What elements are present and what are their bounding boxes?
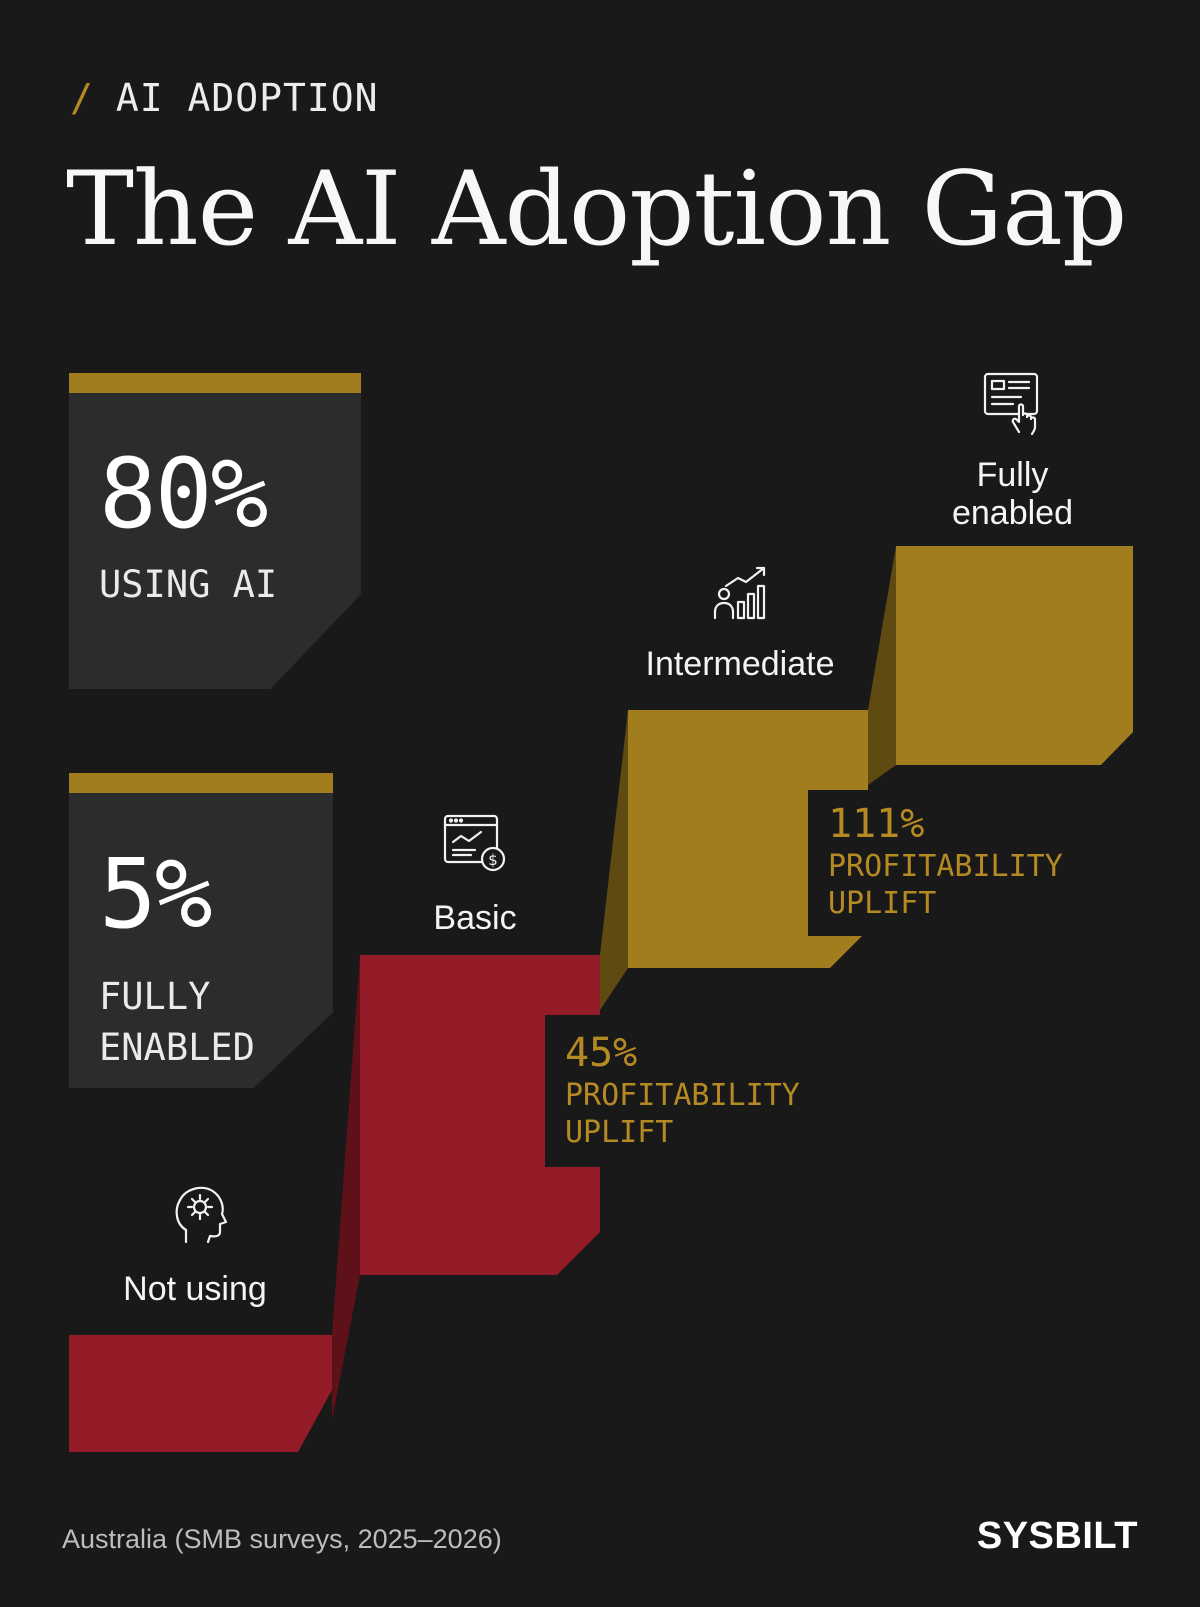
step-basic-riser — [600, 710, 628, 1010]
eyebrow-slash: / — [70, 76, 94, 120]
stage-label-intermediate: Intermediate — [645, 645, 835, 683]
page-title: The AI Adoption Gap — [66, 150, 1127, 269]
callout-label: PROFITABILITY UPLIFT — [828, 849, 1063, 921]
stat-value: 80% — [99, 438, 268, 550]
person-growth-chart-icon — [713, 566, 766, 620]
stage-label-basic: Basic — [433, 899, 517, 937]
step-not-using-block — [69, 1335, 332, 1452]
callout-label: PROFITABILITY UPLIFT — [565, 1078, 800, 1150]
step-not-using — [69, 955, 360, 1452]
svg-text:$: $ — [488, 851, 498, 869]
stat-label: USING AI — [99, 563, 278, 606]
callout-fully-enabled-uplift: 111% PROFITABILITY UPLIFT — [808, 790, 1083, 936]
source-note: Australia (SMB surveys, 2025–2026) — [62, 1524, 502, 1554]
stat-label: FULLY ENABLED — [99, 975, 255, 1069]
step-not-using-riser — [332, 955, 360, 1420]
browser-money-icon: $ — [443, 814, 506, 872]
callout-basic-uplift: 45% PROFITABILITY UPLIFT — [545, 1015, 820, 1167]
brand-logo: SYSBILT — [976, 1515, 1138, 1557]
step-fully-enabled — [896, 546, 1133, 765]
stage-label-not-using: Not using — [123, 1270, 267, 1308]
callout-value: 111% — [828, 801, 925, 847]
card-accent-bar — [69, 373, 361, 393]
stat-card-using-ai: 80% USING AI — [69, 373, 361, 689]
stat-value: 5% — [99, 838, 213, 950]
callout-value: 45% — [565, 1030, 638, 1076]
head-gear-icon — [175, 1186, 228, 1244]
stage-label-fully-enabled: Fully enabled — [951, 456, 1073, 532]
document-click-icon — [983, 372, 1039, 436]
step-basic — [360, 710, 628, 1275]
step-fully-enabled-block — [896, 546, 1133, 765]
section-eyebrow: / AI ADOPTION — [70, 76, 379, 120]
eyebrow-text: AI ADOPTION — [115, 76, 379, 120]
stat-card-fully-enabled: 5% FULLY ENABLED — [69, 773, 333, 1088]
step-intermediate-riser — [868, 546, 896, 785]
step-basic-block — [360, 955, 600, 1275]
card-accent-bar — [69, 773, 333, 793]
